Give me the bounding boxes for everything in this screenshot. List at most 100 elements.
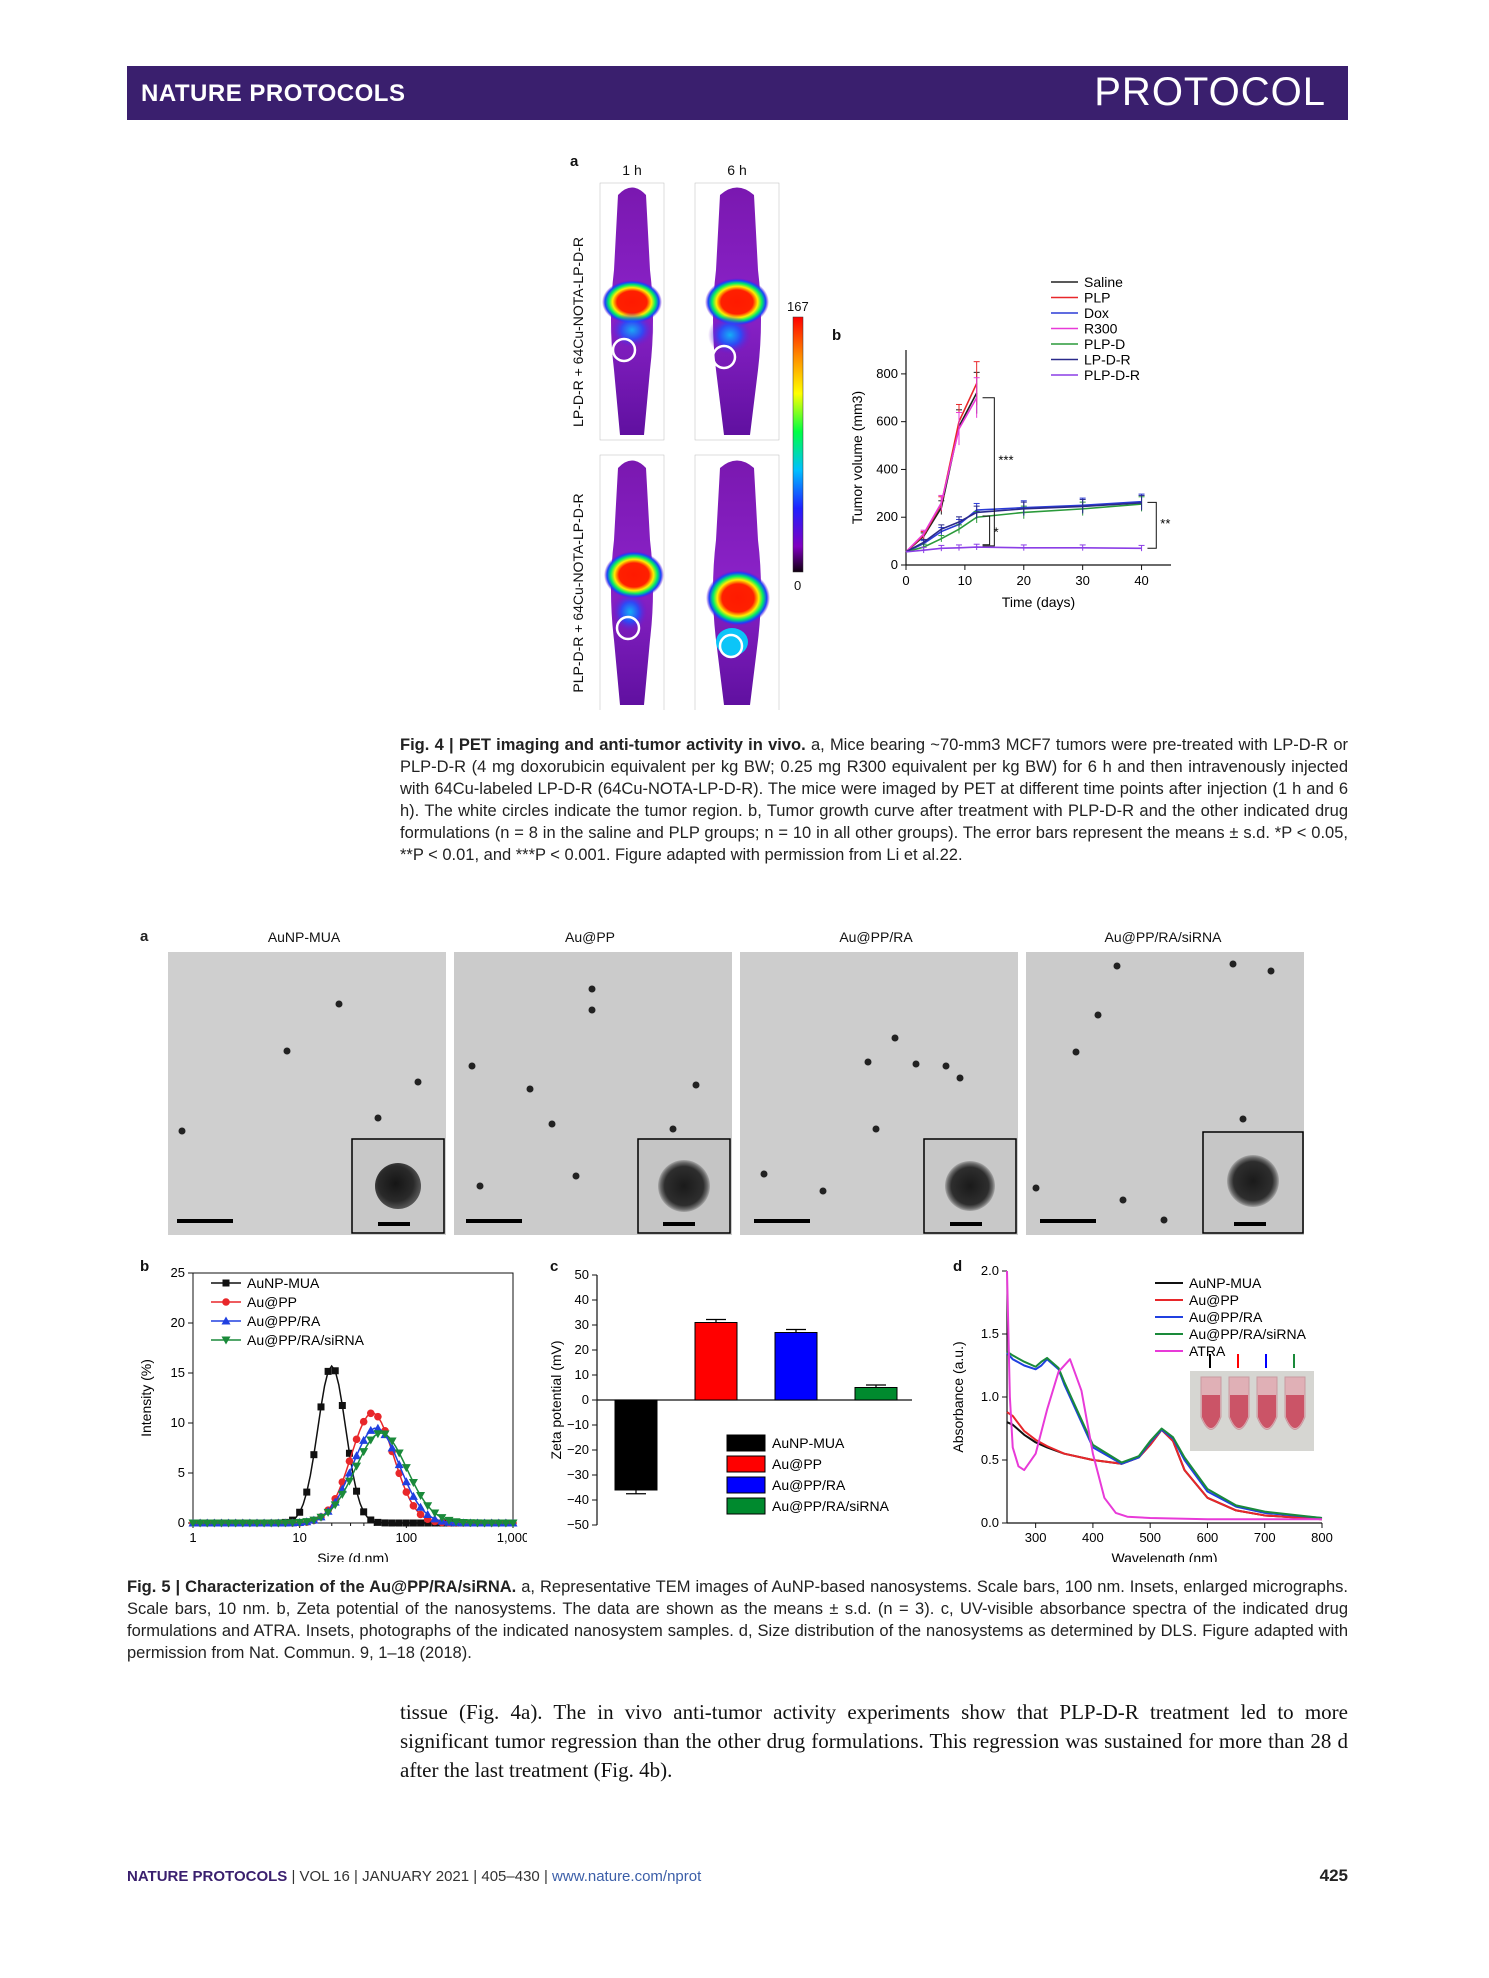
x-tick-label: 800 xyxy=(1311,1530,1333,1545)
data-point xyxy=(222,1298,230,1306)
page-footer: NATURE PROTOCOLS | VOL 16 | JANUARY 2021… xyxy=(127,1868,702,1885)
significance-bracket xyxy=(1147,501,1157,549)
fig5-caption-title: Fig. 5 | Characterization of the Au@PP/R… xyxy=(127,1578,517,1596)
data-point xyxy=(245,1519,255,1528)
data-point xyxy=(345,1457,354,1465)
y-tick-label: 15 xyxy=(171,1365,185,1380)
x-tick-label: 700 xyxy=(1254,1530,1276,1545)
data-point xyxy=(374,1412,382,1421)
data-point xyxy=(366,1425,376,1434)
legend-swatch xyxy=(726,1497,766,1515)
y-tick-label: 25 xyxy=(171,1265,185,1280)
legend-label: Dox xyxy=(1084,305,1109,321)
zeta-potential-figure: c −50 −40 −30 −20 −10 0 10 20 30 40 50 Zeta potenti… xyxy=(548,1258,912,1532)
pet-image-top-1h xyxy=(599,182,665,441)
data-point xyxy=(324,1367,332,1375)
y-tick-label: 800 xyxy=(876,366,898,381)
legend-label: AuNP-MUA xyxy=(772,1435,845,1451)
y-tick-label: 10 xyxy=(171,1415,185,1430)
data-point xyxy=(373,1423,383,1432)
series-line-plp-d-r xyxy=(905,546,1142,553)
data-point xyxy=(423,1510,433,1519)
y-tick-label: 0 xyxy=(891,557,898,572)
y-tick-label: 20 xyxy=(171,1315,185,1330)
fig5-panel-d-label: d xyxy=(953,1258,962,1275)
data-point xyxy=(352,1462,362,1471)
y-tick-label: 0 xyxy=(582,1392,589,1407)
legend-label: Au@PP/RA xyxy=(1189,1309,1263,1325)
y-axis-label: Absorbance (a.u.) xyxy=(950,1341,966,1452)
data-point xyxy=(352,1451,362,1460)
x-tick-label: 400 xyxy=(1082,1530,1104,1545)
data-point xyxy=(408,1478,418,1487)
journal-header-bar: NATURE PROTOCOLS PROTOCOL xyxy=(127,66,1348,120)
x-axis-label: Size (d.nm) xyxy=(317,1550,389,1562)
data-point xyxy=(388,1519,396,1527)
y-tick-label: 1.5 xyxy=(981,1326,999,1341)
legend-label: LP-D-R xyxy=(1084,352,1131,368)
data-point xyxy=(444,1516,454,1525)
x-tick-label: 300 xyxy=(1025,1530,1047,1545)
y-tick-label: 400 xyxy=(876,461,898,476)
data-point xyxy=(238,1519,248,1528)
y-tick-label: 40 xyxy=(575,1292,589,1307)
data-point xyxy=(344,1468,354,1477)
data-point xyxy=(309,1516,319,1525)
y-tick-label: 50 xyxy=(575,1267,589,1282)
zeta-potential-chart: −50 −40 −30 −20 −10 0 10 20 30 40 50 Zeta potential… xyxy=(548,1267,912,1532)
legend-label: Au@PP xyxy=(247,1294,297,1310)
y-axis-label: Tumor volume (mm3) xyxy=(849,391,865,524)
data-point xyxy=(280,1519,290,1528)
x-axis-label: Time (days) xyxy=(1002,594,1075,610)
absorbance-figure: d 0.0 0.5 1.0 1.5 2.0 300 400 500 600 700 800 Wavel… xyxy=(950,1258,1333,1562)
data-point xyxy=(416,1510,425,1519)
data-point xyxy=(373,1430,383,1439)
data-point xyxy=(395,1519,403,1527)
x-tick-label: 0 xyxy=(902,573,909,588)
data-point xyxy=(416,1502,426,1511)
data-point xyxy=(430,1509,440,1518)
data-point xyxy=(252,1519,262,1528)
footer-url-link[interactable]: www.nature.com/nprot xyxy=(552,1868,702,1885)
data-point xyxy=(288,1519,298,1528)
data-point xyxy=(402,1488,411,1496)
data-point xyxy=(374,1518,382,1526)
data-point xyxy=(273,1519,283,1528)
legend-swatch xyxy=(726,1434,766,1452)
legend-label: AuNP-MUA xyxy=(247,1275,320,1291)
footer-issue: JANUARY 2021 xyxy=(362,1868,470,1885)
data-point xyxy=(366,1409,375,1418)
fig5-caption-text: a, Representative TEM images of AuNP-bas… xyxy=(127,1578,1348,1662)
data-point xyxy=(494,1519,504,1528)
fig4-row-label-bottom: PLP-D-R + 64Cu-NOTA-LP-D-R xyxy=(570,493,586,692)
data-point xyxy=(302,1518,312,1527)
data-point xyxy=(380,1430,390,1439)
data-point xyxy=(401,1464,411,1473)
data-point xyxy=(402,1519,410,1527)
x-tick-label: 30 xyxy=(1075,573,1089,588)
data-point xyxy=(202,1519,212,1528)
footer-pages: 405–430 xyxy=(481,1868,540,1885)
legend-swatch xyxy=(726,1476,766,1494)
y-tick-label: −10 xyxy=(567,1417,589,1432)
body-paragraph: tissue (Fig. 4a). The in vivo anti-tumor… xyxy=(400,1700,1348,1782)
data-point xyxy=(345,1449,353,1457)
data-point xyxy=(387,1437,397,1446)
significance-label: *** xyxy=(998,453,1013,468)
y-tick-label: 0.5 xyxy=(981,1452,999,1467)
y-tick-label: 30 xyxy=(575,1317,589,1332)
data-point xyxy=(387,1443,397,1452)
x-tick-label: 1 xyxy=(189,1530,196,1545)
data-point xyxy=(216,1519,226,1528)
x-tick-label: 100 xyxy=(395,1530,417,1545)
tem-image-au-pp xyxy=(454,952,732,1235)
data-point xyxy=(188,1519,198,1528)
series-line-au@pp xyxy=(193,1412,513,1524)
data-point xyxy=(409,1519,417,1527)
data-point xyxy=(195,1519,205,1528)
y-tick-label: −20 xyxy=(567,1442,589,1457)
data-point xyxy=(317,1403,325,1411)
data-point xyxy=(323,1508,333,1517)
y-tick-label: −50 xyxy=(567,1517,589,1532)
legend-label: PLP xyxy=(1084,290,1110,306)
